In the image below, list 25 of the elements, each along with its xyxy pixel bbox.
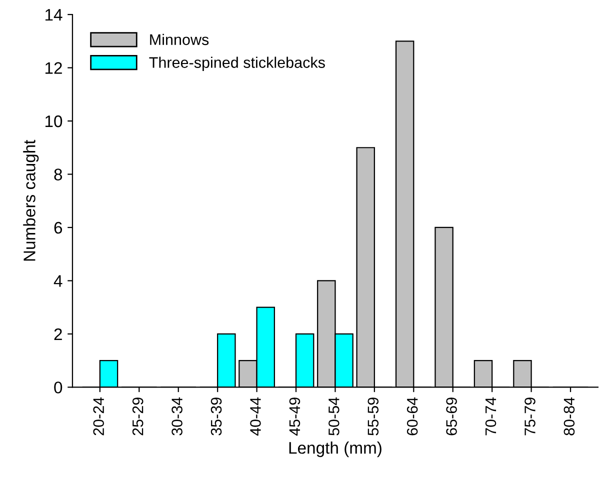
x-tick-label: 55-59: [368, 398, 379, 436]
x-tick-label: 70-74: [485, 397, 496, 436]
y-tick-label: 10: [45, 115, 62, 128]
y-tick-label: 6: [54, 222, 62, 234]
y-tick-label: 12: [45, 62, 62, 74]
legend-label: Minnows: [150, 34, 209, 46]
y-tick-label: 14: [45, 9, 62, 21]
x-tick-label: 20-24: [93, 397, 104, 436]
y-tick-label: 0: [54, 382, 62, 394]
x-tick-label: 60-64: [406, 397, 418, 436]
x-tick-label: 80-84: [564, 397, 575, 436]
y-tick-label: 4: [54, 275, 62, 287]
y-axis-title: Numbers caught: [23, 140, 39, 261]
x-tick-label: 35-39: [210, 398, 222, 436]
x-tick-label: 50-54: [328, 397, 340, 436]
x-tick-label: 40-44: [250, 397, 261, 436]
x-tick-label: 25-29: [132, 398, 144, 436]
y-tick-label: 8: [54, 168, 62, 180]
x-axis-title: Length (mm): [289, 442, 382, 458]
x-tick-label: 30-34: [172, 397, 182, 436]
x-tick-label: 75-79: [524, 398, 536, 436]
x-tick-label: 45-49: [289, 398, 300, 436]
y-tick-label: 2: [54, 328, 62, 340]
legend-label: Three-spined sticklebacks: [149, 56, 325, 71]
x-tick-label: 65-69: [446, 398, 457, 436]
